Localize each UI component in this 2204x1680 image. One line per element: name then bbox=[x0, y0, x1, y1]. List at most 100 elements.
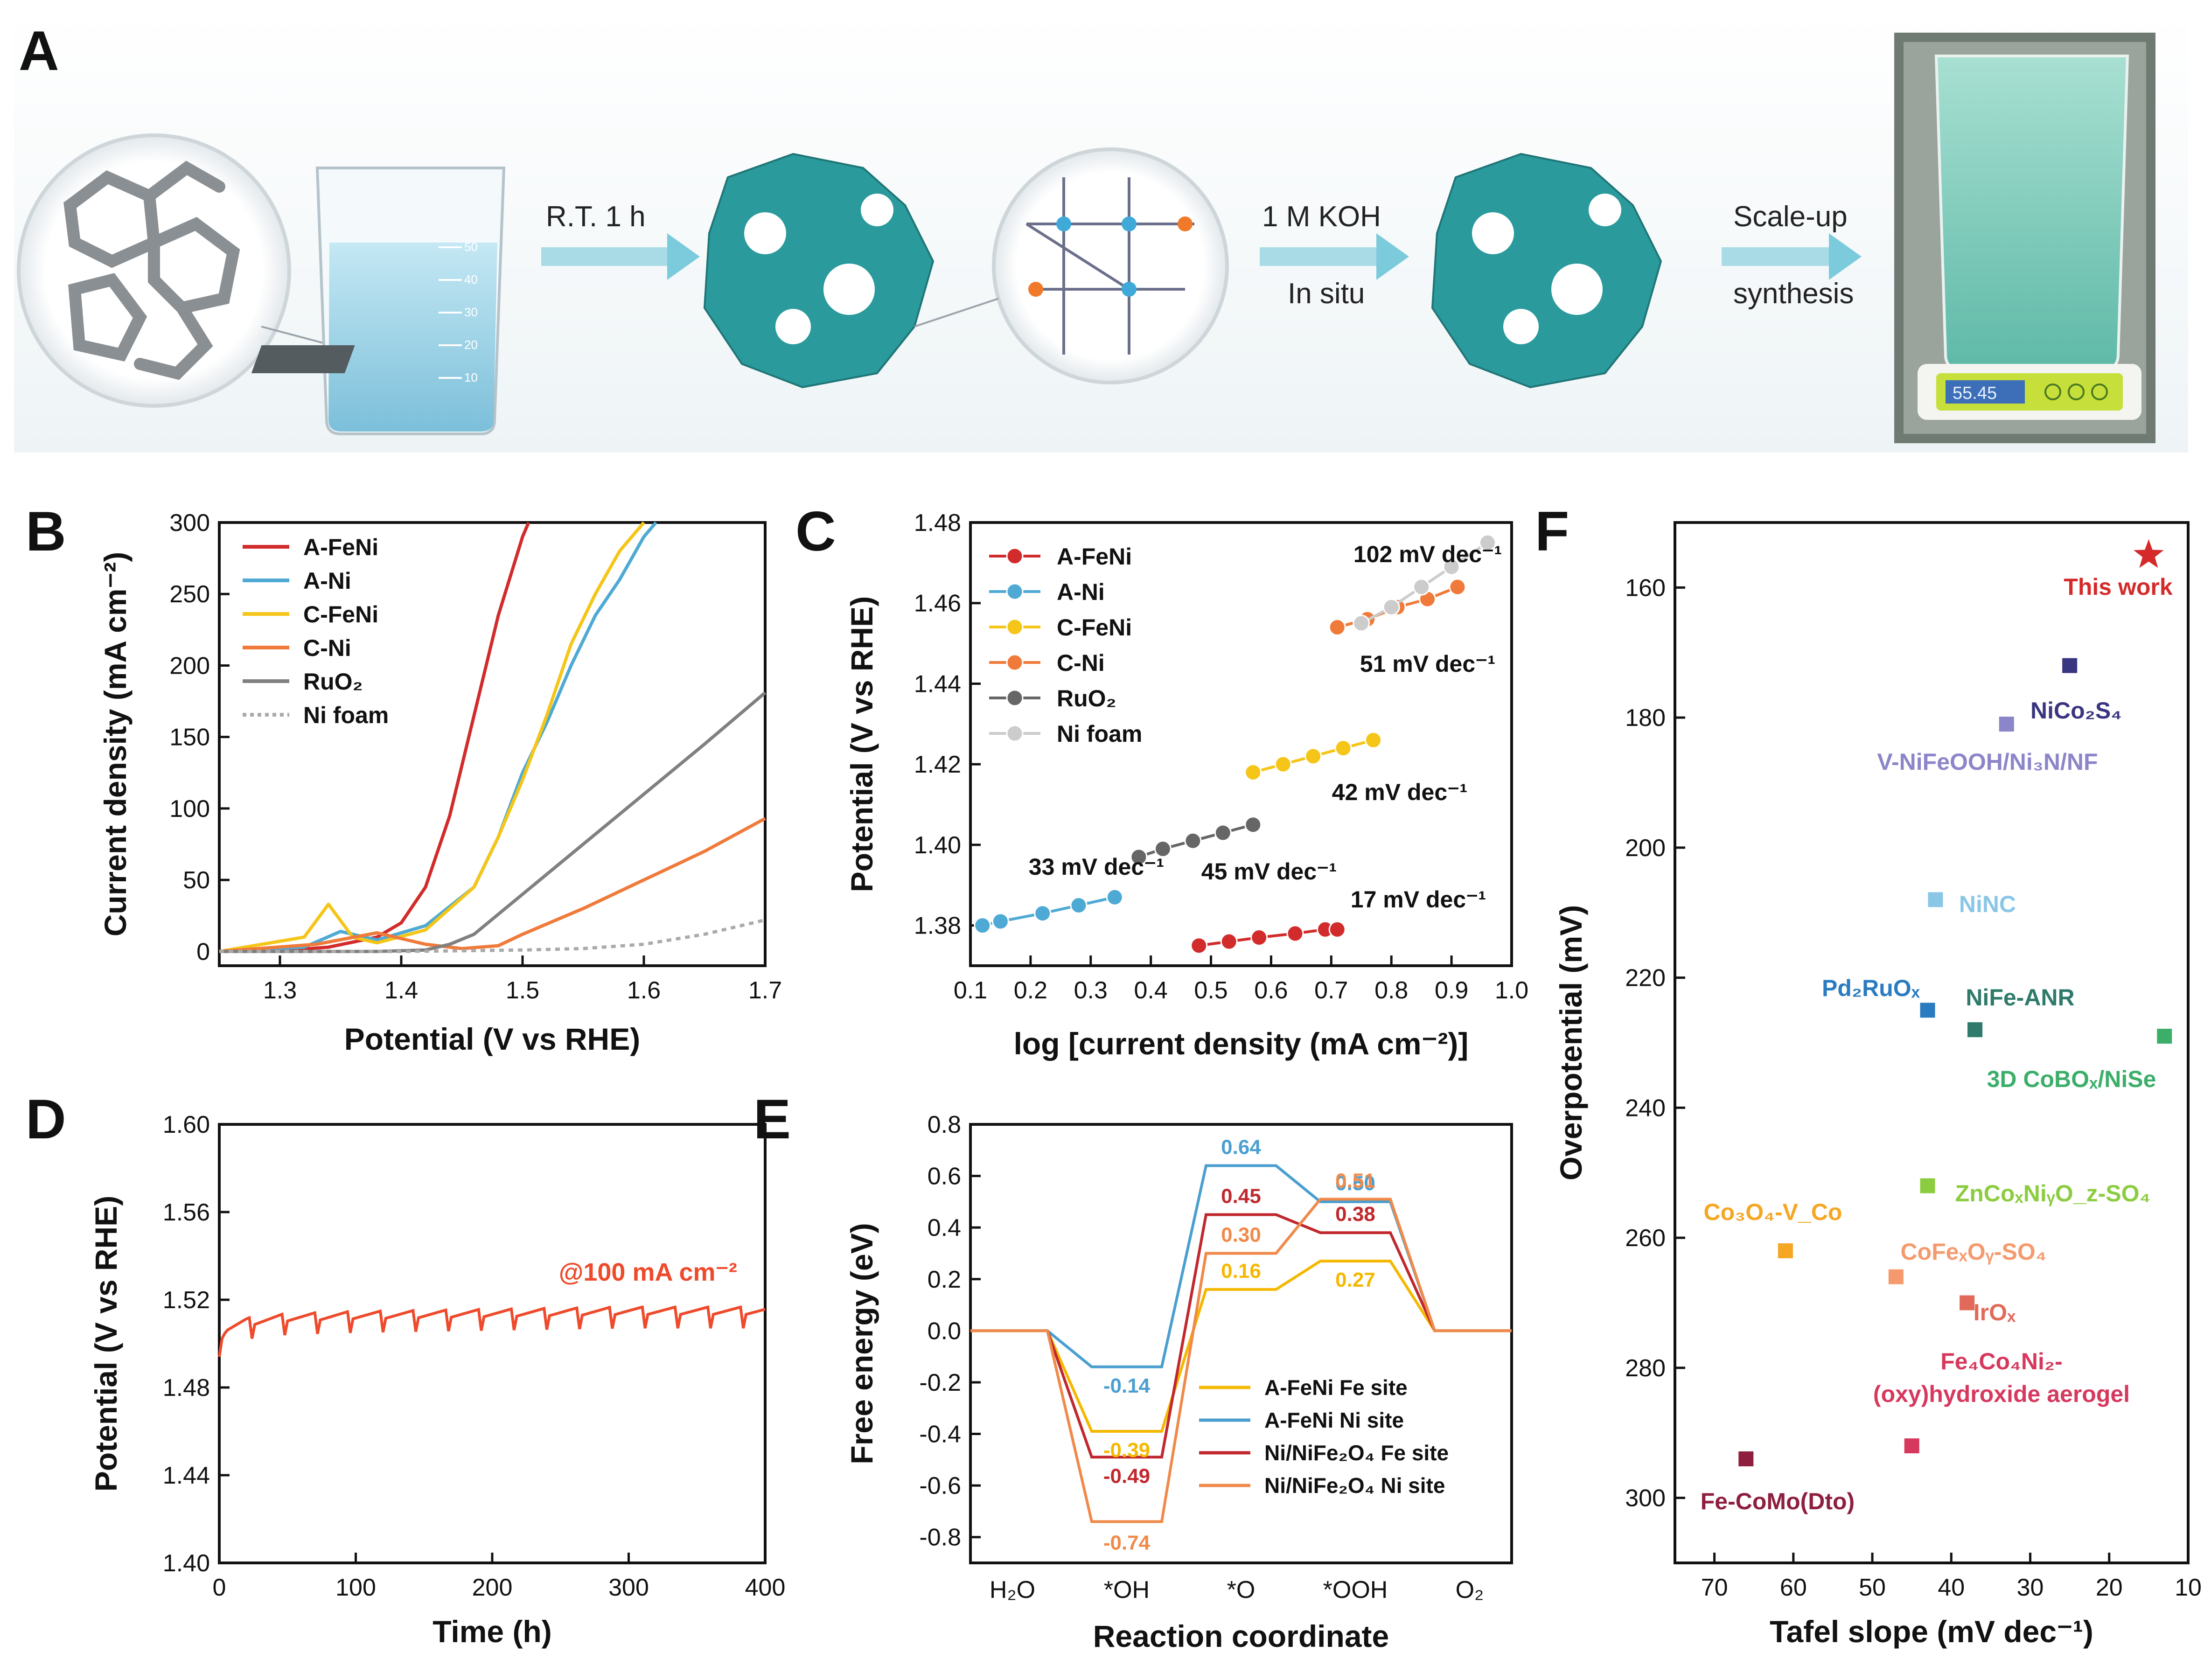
panel-c-fit-line bbox=[1199, 928, 1338, 947]
panel-f-xtick-label: 40 bbox=[1938, 1574, 1965, 1601]
panel-b-series-line bbox=[219, 691, 767, 953]
beaker-tick-40: 40 bbox=[464, 272, 478, 286]
panel-f-point-label: Co₃O₄-V_Co bbox=[1704, 1199, 1842, 1225]
panel-b-series-line bbox=[219, 521, 645, 953]
panel-c-xtick-label: 0.8 bbox=[1374, 977, 1408, 1004]
panel-f-ytick-label: 200 bbox=[1625, 835, 1666, 862]
panel-b-ytick-label: 300 bbox=[169, 509, 210, 537]
panel-f-letter: F bbox=[1535, 500, 1569, 563]
panel-c-legend-label: C-FeNi bbox=[1057, 614, 1132, 641]
panel-f-xlabel: Tafel slope (mV dec⁻¹) bbox=[1770, 1614, 2093, 1649]
panel-e-ytick-label: 0.6 bbox=[928, 1163, 961, 1190]
panel-c-ytick-label: 1.44 bbox=[914, 670, 961, 697]
panel-c-data-point bbox=[1190, 937, 1208, 955]
panel-d-frame bbox=[218, 1123, 767, 1564]
panel-e-energy-profile bbox=[970, 1260, 1512, 1433]
panel-c-data-point bbox=[1274, 755, 1292, 773]
panel-d-stability-trace bbox=[218, 1305, 766, 1357]
panel-f-square-marker bbox=[1888, 1269, 1904, 1284]
panel-c-data-point bbox=[1353, 614, 1370, 632]
panel-f-square-marker bbox=[1738, 1451, 1754, 1466]
panel-f-point-label: This work bbox=[2064, 574, 2173, 600]
panel-c-data-point bbox=[1328, 920, 1346, 938]
panel-f-point-label: NiFe-ANR bbox=[1966, 984, 2074, 1011]
beaker-scale: 50 40 30 20 10 bbox=[439, 240, 478, 384]
panel-f-square-marker bbox=[2157, 1029, 2172, 1044]
panel-c-slope-annotation: 51 mV dec⁻¹ bbox=[1360, 651, 1495, 677]
panel-b-chart: 1.3 1.4 1.5 1.6 1.7 0 50 100 150 200 250 300 Potenti… bbox=[98, 509, 782, 1056]
panel-c-xtick-label: 0.4 bbox=[1134, 977, 1168, 1004]
panel-f-point-label: 3D CoBOₓ/NiSe bbox=[1987, 1066, 2156, 1092]
panel-c-legend-marker bbox=[1006, 654, 1024, 671]
panel-c-ylabel: Potential (V vs RHE) bbox=[844, 596, 879, 892]
panel-b-frame bbox=[218, 521, 767, 967]
panel-e-xlabel: Reaction coordinate bbox=[1093, 1619, 1389, 1653]
panel-c-data-point bbox=[1106, 888, 1123, 906]
panel-c-data-point bbox=[1443, 558, 1460, 576]
panel-b-legend-label: C-Ni bbox=[303, 635, 351, 661]
panel-d-letter: D bbox=[26, 1088, 66, 1150]
panel-b-legend-label: C-FeNi bbox=[303, 601, 378, 627]
panel-c-data-point bbox=[1382, 598, 1400, 616]
scale-button-2 bbox=[2068, 383, 2085, 400]
panel-c-data-point bbox=[1070, 896, 1088, 914]
panel-d-annotation: @100 mA cm⁻² bbox=[559, 1258, 737, 1286]
panel-f-chart: 70 60 50 40 30 20 10 160 180 200 220 240 260 280 300 Ta… bbox=[1554, 521, 2202, 1649]
panel-e-energy-label: -0.74 bbox=[1103, 1532, 1151, 1555]
panel-e-energy-profile bbox=[970, 1198, 1512, 1523]
arrow-step-3 bbox=[1722, 233, 1862, 280]
panel-f-point-label: NiNC bbox=[1959, 891, 2016, 917]
panel-d-ytick-label: 1.52 bbox=[163, 1287, 210, 1314]
panel-b-xtick-label: 1.7 bbox=[748, 977, 782, 1004]
panel-e-ytick-label: 0.0 bbox=[928, 1318, 961, 1345]
panel-c-legend-marker bbox=[1006, 583, 1024, 600]
panel-c-xtick-label: 0.1 bbox=[954, 977, 987, 1004]
panel-c-xtick-label: 0.7 bbox=[1314, 977, 1348, 1004]
beaker-illustration: 50 40 30 20 10 bbox=[251, 167, 506, 435]
panel-e-ytick-label: -0.8 bbox=[919, 1524, 961, 1551]
panel-c-data-point bbox=[1184, 832, 1202, 850]
panel-e-legend-label: Ni/NiFe₂O₄ Ni site bbox=[1264, 1473, 1445, 1498]
step2-label-line2: In situ bbox=[1288, 278, 1365, 310]
panel-c-data-point bbox=[1244, 763, 1262, 781]
panel-d-xlabel: Time (h) bbox=[432, 1614, 551, 1649]
panel-d-ytick-label: 1.56 bbox=[163, 1199, 210, 1226]
panel-c-ytick-label: 1.38 bbox=[914, 913, 961, 940]
panel-b-ytick-label: 0 bbox=[196, 938, 210, 965]
magnifier-pointer-line-2 bbox=[914, 298, 999, 328]
panel-c-slope-annotation: 42 mV dec⁻¹ bbox=[1332, 779, 1467, 805]
molecular-structure bbox=[1025, 177, 1194, 355]
panel-f-xtick-label: 30 bbox=[2017, 1574, 2044, 1601]
panel-c-data-point bbox=[974, 917, 991, 934]
panel-c-ytick-label: 1.48 bbox=[914, 509, 961, 537]
panel-e-frame bbox=[969, 1123, 1513, 1564]
panel-a-letter: A bbox=[19, 20, 59, 82]
panel-f-frame bbox=[1674, 521, 2190, 1564]
panel-c-legend-marker bbox=[1006, 689, 1024, 707]
panel-f-ytick-label: 240 bbox=[1625, 1094, 1666, 1122]
panel-c-letter: C bbox=[795, 500, 836, 563]
panel-c-xlabel: log [current density (mA cm⁻²)] bbox=[1014, 1026, 1469, 1061]
panel-f-xtick-label: 70 bbox=[1701, 1574, 1728, 1601]
panel-c-ytick-label: 1.40 bbox=[914, 832, 961, 859]
panel-f-ytick-label: 300 bbox=[1625, 1485, 1666, 1512]
scale-up-photo: 55.45 bbox=[1894, 33, 2155, 443]
panel-e-energy-label: -0.39 bbox=[1103, 1439, 1150, 1462]
beaker-tick-10: 10 bbox=[464, 370, 478, 384]
panel-b-ytick-label: 50 bbox=[183, 867, 210, 894]
panel-f-star-marker bbox=[2134, 539, 2164, 568]
panel-f-ytick-label: 220 bbox=[1625, 965, 1666, 992]
panel-f-square-marker bbox=[1920, 1178, 1935, 1193]
beaker-tick-20: 20 bbox=[464, 338, 478, 352]
scale-button-1 bbox=[2044, 383, 2061, 400]
panel-b-xtick-label: 1.3 bbox=[263, 977, 297, 1004]
panel-d-ytick-label: 1.44 bbox=[163, 1462, 210, 1489]
panel-e-energy-label: 0.38 bbox=[1335, 1203, 1375, 1226]
panel-b-series-line bbox=[219, 817, 766, 953]
panel-e-ytick-label: -0.4 bbox=[919, 1421, 961, 1448]
panel-f-square-marker bbox=[1904, 1438, 1919, 1454]
panel-c-legend-label: RuO₂ bbox=[1057, 685, 1116, 711]
panel-b-ylabel: Current density (mA cm⁻²) bbox=[98, 552, 133, 936]
panel-e-legend-label: A-FeNi Ni site bbox=[1264, 1408, 1404, 1432]
